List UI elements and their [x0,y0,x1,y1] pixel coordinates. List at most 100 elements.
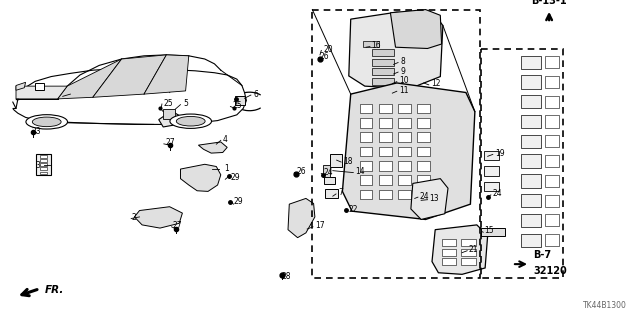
Text: 13: 13 [429,194,439,203]
Polygon shape [93,55,166,97]
Bar [379,132,392,142]
Text: B-7: B-7 [533,250,551,260]
Text: 22: 22 [348,205,358,214]
Bar [442,249,456,256]
Polygon shape [134,207,182,228]
Bar [484,166,499,176]
Bar [484,182,499,191]
Text: 3: 3 [35,161,40,170]
Text: 17: 17 [315,221,324,230]
Bar [236,96,244,105]
Bar [360,104,372,113]
Text: 32120: 32120 [533,266,567,276]
Bar [379,161,392,171]
Polygon shape [180,164,221,191]
Bar [442,258,456,265]
Bar [417,147,430,156]
Bar [360,190,372,199]
Polygon shape [342,83,475,219]
Ellipse shape [26,115,68,129]
Text: 27: 27 [165,138,175,147]
Bar [521,56,541,69]
Bar [545,135,559,147]
Bar [323,165,330,177]
Text: 28: 28 [282,272,291,281]
Text: 15: 15 [484,226,493,235]
Polygon shape [58,59,122,99]
Bar [312,10,480,278]
Bar [545,175,559,187]
Bar [484,151,499,160]
Bar [35,83,45,90]
Bar [417,132,430,142]
Polygon shape [288,198,315,238]
Text: 6: 6 [253,90,259,99]
Text: TK44B1300: TK44B1300 [583,301,627,310]
Text: FR.: FR. [45,285,64,295]
Text: B-13-1: B-13-1 [531,0,567,6]
Bar [398,118,411,128]
Polygon shape [13,69,246,124]
Text: 26: 26 [320,52,330,61]
Polygon shape [411,179,448,219]
Bar [417,118,430,128]
Ellipse shape [177,116,205,126]
Polygon shape [390,10,442,48]
Bar [398,190,411,199]
Bar [40,155,47,158]
Polygon shape [432,225,488,274]
Polygon shape [16,86,67,99]
Text: 25: 25 [232,101,242,110]
Bar [371,68,394,75]
Polygon shape [349,12,443,89]
Ellipse shape [170,114,211,129]
Text: 23: 23 [32,127,42,136]
Bar [360,161,372,171]
Text: 24: 24 [323,168,333,177]
Bar [379,147,392,156]
Text: 21: 21 [468,245,478,254]
Text: 27: 27 [173,221,182,230]
Polygon shape [144,55,189,94]
Bar [398,132,411,142]
Bar [40,172,47,174]
Bar [442,239,456,246]
Bar [398,161,411,171]
Bar [461,258,476,265]
Bar [417,104,430,113]
Bar [545,56,559,68]
Bar [521,174,541,188]
Ellipse shape [32,117,61,127]
Bar [40,163,47,166]
Text: 4: 4 [223,135,228,144]
Bar [545,195,559,207]
Bar [521,95,541,108]
Text: 10: 10 [399,76,409,85]
Text: 18: 18 [343,157,353,166]
Bar [417,190,430,199]
Bar [379,175,392,185]
Text: 14: 14 [355,167,365,176]
Bar [371,78,394,85]
Text: 26: 26 [296,167,306,176]
Bar [324,177,335,184]
Bar [330,154,342,167]
Bar [545,234,559,246]
Text: 29: 29 [230,173,240,182]
Bar [360,147,372,156]
Polygon shape [198,142,227,153]
Bar [163,109,175,119]
Bar [521,154,541,168]
Bar [461,239,476,246]
Bar [545,115,559,128]
Bar [545,76,559,88]
Bar [371,59,394,66]
Bar [417,175,430,185]
Bar [360,132,372,142]
Bar [40,159,47,162]
Text: 2: 2 [131,213,136,222]
Bar [371,49,394,56]
Bar [379,190,392,199]
Text: 1: 1 [224,164,228,173]
Text: 16: 16 [371,41,381,50]
